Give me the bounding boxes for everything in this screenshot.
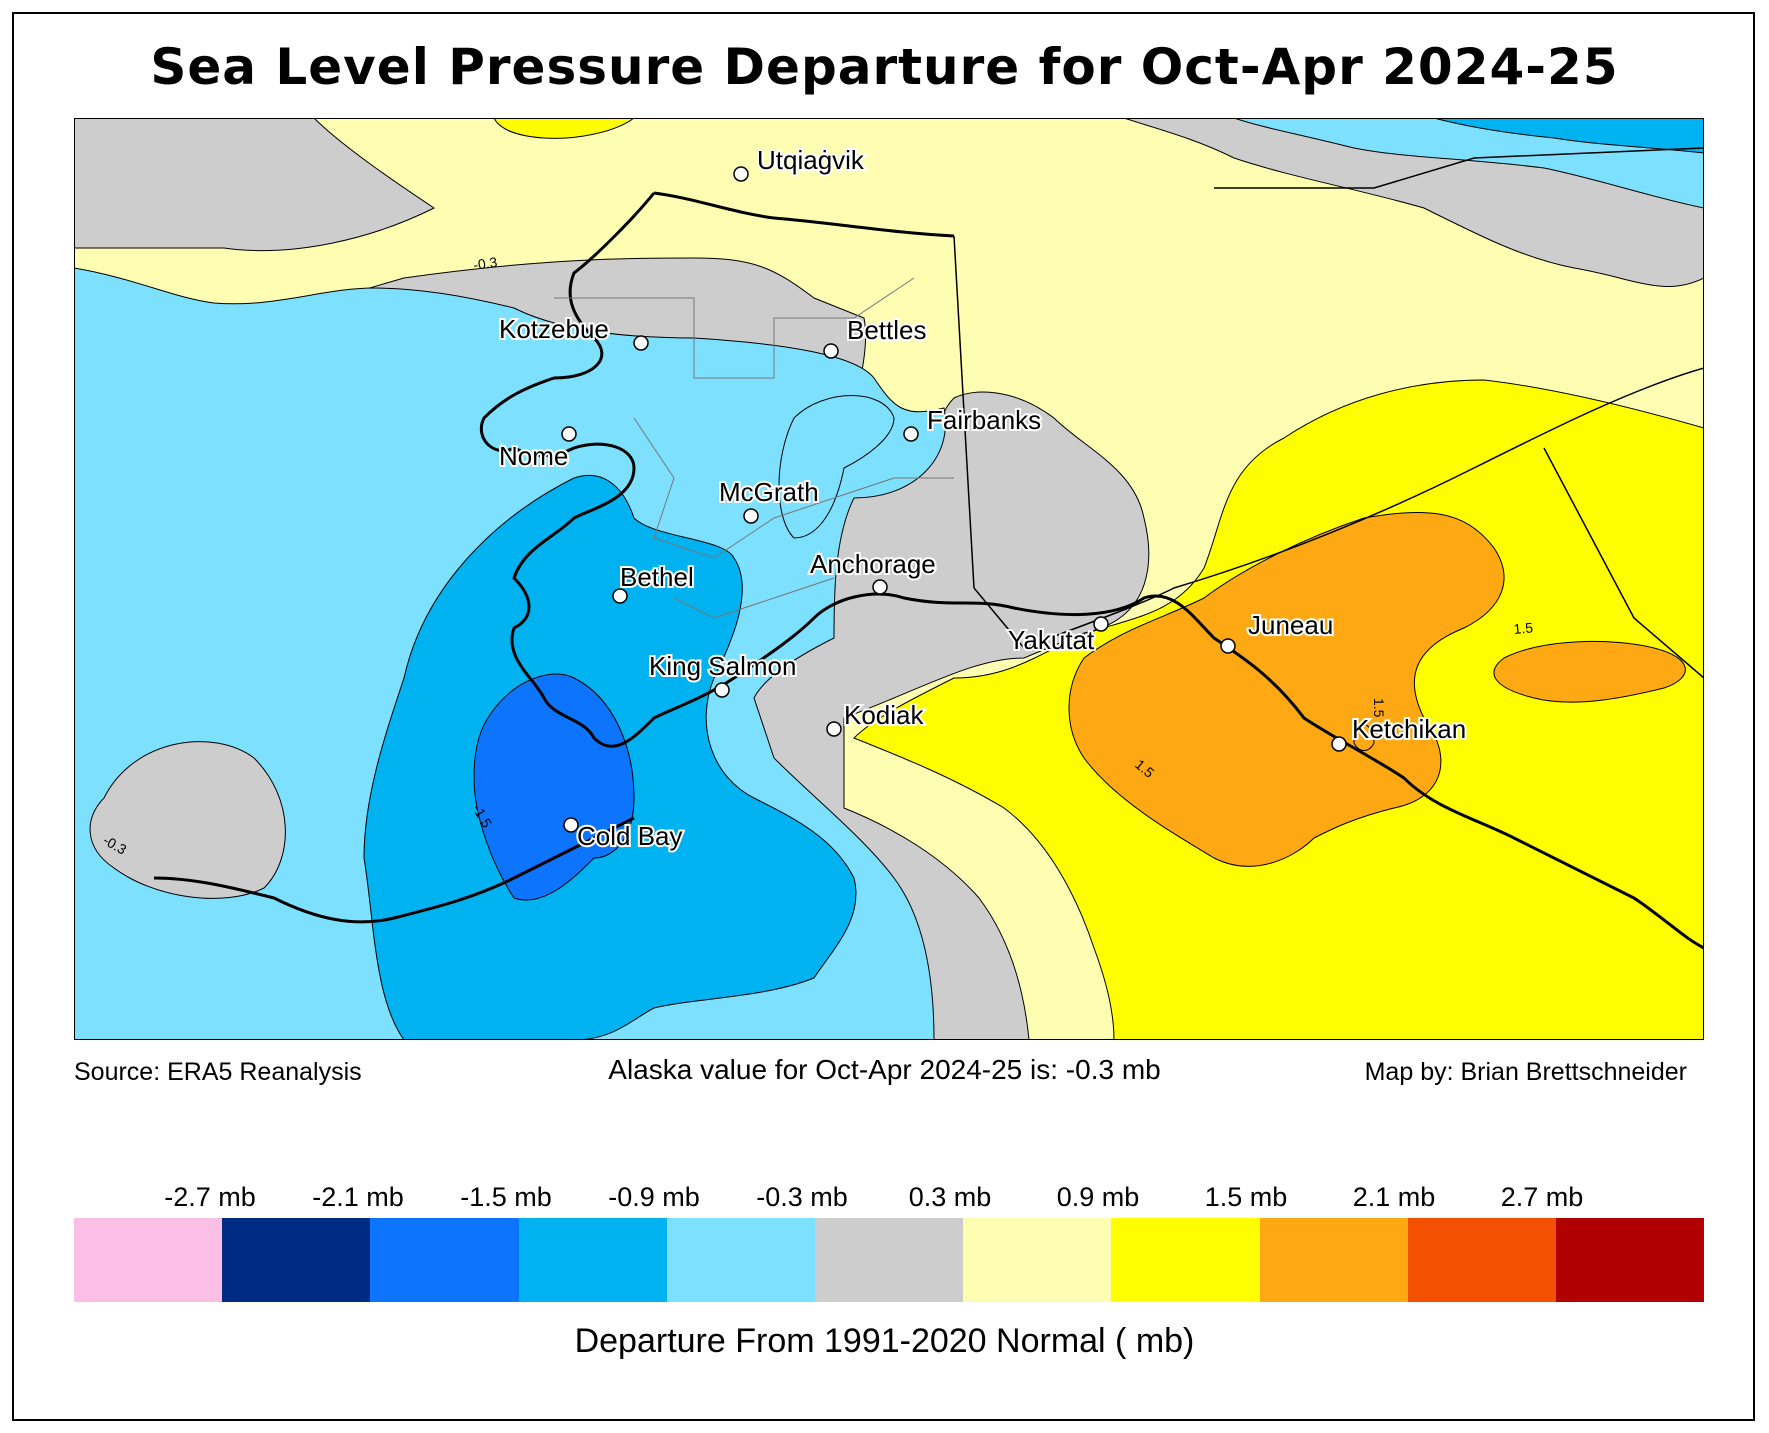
contour-label: 1.5 (1513, 619, 1534, 637)
city-juneau: Juneau (1220, 608, 1335, 654)
svg-text:Juneau: Juneau (1248, 610, 1333, 640)
city-nome: Nome (497, 426, 577, 473)
city-utqiagvik: Utqiaġvik (733, 143, 867, 182)
pressure-departure-map: -0.3 -0.3 -1.5 1.5 1.5 1.5 Utqiaġvik Kot… (74, 118, 1704, 1040)
zone-neg2.1-to-neg1.5 (473, 673, 635, 901)
data-source-note: Source: ERA5 Reanalysis (74, 1058, 362, 1086)
city-kodiak: Kodiak (826, 698, 926, 737)
svg-text:Cold Bay: Cold Bay (577, 821, 683, 851)
legend-tick: 0.3 mb (908, 1182, 992, 1212)
legend-swatch-1 (222, 1218, 371, 1302)
legend-tick: 0.9 mb (1056, 1182, 1140, 1212)
region-boundaries (554, 277, 954, 619)
legend-swatch-6 (963, 1218, 1112, 1302)
map-title: Sea Level Pressure Departure for Oct-Apr… (150, 38, 1619, 96)
city-ketchikan: Ketchikan (1331, 712, 1468, 752)
svg-text:Fairbanks: Fairbanks (927, 405, 1041, 435)
zone-mid-blue-northeast (1433, 118, 1704, 154)
city-yakutat: Yakutat (1006, 616, 1109, 657)
legend-tick: 1.5 mb (1204, 1182, 1288, 1212)
legend-swatch-4 (666, 1218, 815, 1302)
city-bethel: Bethel (612, 560, 696, 604)
legend-swatch-7 (1111, 1218, 1260, 1302)
city-king-salmon: King Salmon (647, 649, 798, 698)
city-cold-bay: Cold Bay (563, 817, 685, 853)
svg-text:Utqiaġvik: Utqiaġvik (757, 145, 865, 175)
svg-text:King Salmon: King Salmon (649, 651, 796, 681)
legend-tick: -0.3 mb (756, 1182, 848, 1212)
legend-tick: 2.1 mb (1352, 1182, 1436, 1212)
zone-fairbanks-patch (778, 395, 895, 539)
legend-swatch-9 (1407, 1218, 1556, 1302)
canada-border (953, 235, 1704, 679)
canada-border-north (1214, 147, 1704, 189)
statewide-value: Alaska value for Oct-Apr 2024-25 is: -0.… (608, 1054, 1161, 1085)
city-bettles: Bettles (823, 313, 929, 359)
city-kotzebue: Kotzebue (497, 312, 649, 351)
city-mcgrath: McGrath (717, 475, 821, 524)
zone-gray-west-blob (89, 741, 286, 899)
legend-tick: -2.7 mb (164, 1182, 256, 1212)
zone-1.5-to-2.1 (1068, 511, 1686, 867)
svg-text:Kodiak: Kodiak (844, 700, 924, 730)
svg-text:Nome: Nome (499, 441, 568, 471)
alaska-coastline (153, 191, 1704, 950)
legend-swatch-5 (814, 1218, 964, 1302)
city-anchorage: Anchorage (808, 547, 938, 595)
svg-text:Anchorage: Anchorage (810, 549, 936, 579)
legend-swatch-0 (74, 1218, 223, 1302)
svg-text:Yakutat: Yakutat (1008, 625, 1095, 655)
svg-text:McGrath: McGrath (719, 477, 819, 507)
color-legend (74, 1218, 1705, 1302)
contour-label: 1.5 (1371, 698, 1387, 718)
legend-swatch-8 (1259, 1218, 1408, 1302)
legend-swatch-3 (518, 1218, 667, 1302)
svg-text:Bettles: Bettles (847, 315, 927, 345)
legend-tick: -2.1 mb (312, 1182, 404, 1212)
legend-tick: 2.7 mb (1500, 1182, 1584, 1212)
legend-tick: -1.5 mb (460, 1182, 552, 1212)
zone-yellow-north (493, 118, 635, 139)
city-fairbanks: Fairbanks (903, 403, 1043, 442)
svg-text:Ketchikan: Ketchikan (1352, 714, 1466, 744)
legend-title: Departure From 1991-2020 Normal ( mb) (574, 1322, 1195, 1360)
svg-text:Bethel: Bethel (620, 562, 694, 592)
map-credit: Map by: Brian Brettschneider (1364, 1058, 1687, 1086)
contour-label: -0.3 (472, 254, 498, 273)
legend-swatch-2 (370, 1218, 519, 1302)
legend-tick: -0.9 mb (608, 1182, 700, 1212)
legend-swatch-10 (1555, 1218, 1705, 1302)
svg-text:Kotzebue: Kotzebue (499, 314, 609, 344)
